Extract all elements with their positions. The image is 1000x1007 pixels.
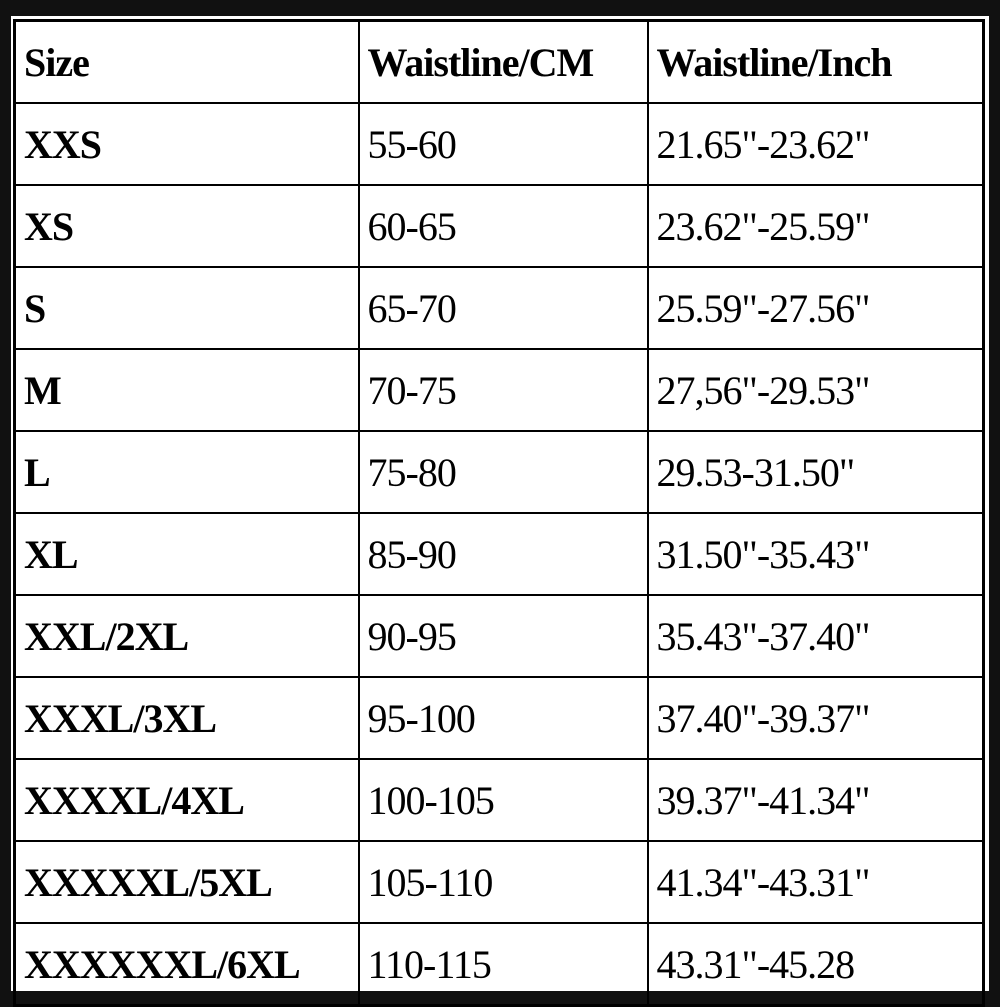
size-cell: XXXXXXL/6XL: [13, 922, 360, 1007]
waist-cm-cell: 105-110: [357, 840, 649, 924]
header-text: Size: [24, 39, 90, 85]
cell-text: 95-100: [367, 695, 476, 741]
table-row: S 65-70 25.59"-27.56": [13, 266, 985, 350]
waist-cm-cell: 75-80: [357, 430, 649, 514]
waist-inch-cell: 37.40"-39.37": [646, 676, 985, 760]
header-row: Size Waistline/CM Waistline/Inch: [13, 19, 985, 104]
waist-inch-cell: 31.50"-35.43": [646, 512, 985, 596]
header-waist-inch: Waistline/Inch: [646, 19, 985, 104]
waist-inch-cell: 23.62"-25.59": [646, 184, 985, 268]
waist-inch-cell: 35.43"-37.40": [646, 594, 985, 678]
cell-text: 41.34"-43.31": [656, 859, 871, 905]
size-cell: XXL/2XL: [13, 594, 360, 678]
waist-inch-cell: 43.31"-45.28: [646, 922, 985, 1007]
cell-text: 31.50"-35.43": [656, 531, 871, 577]
cell-text: XXS: [24, 121, 102, 167]
cell-text: L: [24, 449, 51, 495]
size-cell: XXXXL/4XL: [13, 758, 360, 842]
cell-text: XXXL/3XL: [24, 695, 217, 741]
size-cell: XXS: [13, 102, 360, 186]
header-text: Waistline/CM: [367, 39, 595, 85]
size-chart-table: Size Waistline/CM Waistline/Inch XXS 55-6…: [13, 19, 985, 1007]
cell-text: M: [24, 367, 62, 413]
table-row: XXL/2XL 90-95 35.43"-37.40": [13, 594, 985, 678]
table-row: XXXXL/4XL 100-105 39.37"-41.34": [13, 758, 985, 842]
waist-cm-cell: 65-70: [357, 266, 649, 350]
cell-text: 105-110: [367, 859, 494, 905]
cell-text: XXXXL/4XL: [24, 777, 245, 823]
cell-text: 37.40"-39.37": [656, 695, 871, 741]
table-row: XXXL/3XL 95-100 37.40"-39.37": [13, 676, 985, 760]
waist-inch-cell: 25.59"-27.56": [646, 266, 985, 350]
table-row: XL 85-90 31.50"-35.43": [13, 512, 985, 596]
header-waist-cm: Waistline/CM: [357, 19, 649, 104]
table-row: XXXXXL/5XL 105-110 41.34"-43.31": [13, 840, 985, 924]
size-cell: XS: [13, 184, 360, 268]
table-row: L 75-80 29.53-31.50": [13, 430, 985, 514]
header-size: Size: [13, 19, 360, 104]
cell-text: 110-115: [367, 941, 492, 987]
waist-inch-cell: 41.34"-43.31": [646, 840, 985, 924]
waist-cm-cell: 55-60: [357, 102, 649, 186]
size-cell: L: [13, 430, 360, 514]
waist-cm-cell: 100-105: [357, 758, 649, 842]
cell-text: S: [24, 285, 46, 331]
cell-text: 23.62"-25.59": [656, 203, 871, 249]
waist-cm-cell: 70-75: [357, 348, 649, 432]
waist-cm-cell: 90-95: [357, 594, 649, 678]
cell-text: 75-80: [367, 449, 457, 495]
size-cell: XXXXXL/5XL: [13, 840, 360, 924]
cell-text: 90-95: [367, 613, 457, 659]
cell-text: 39.37"-41.34": [656, 777, 871, 823]
cell-text: XXL/2XL: [24, 613, 189, 659]
size-cell: S: [13, 266, 360, 350]
size-cell: XXXL/3XL: [13, 676, 360, 760]
cell-text: 100-105: [367, 777, 495, 823]
cell-text: XL: [24, 531, 79, 577]
cell-text: XXXXXXL/6XL: [24, 941, 301, 987]
cell-text: 65-70: [367, 285, 457, 331]
cell-text: 29.53-31.50": [656, 449, 856, 495]
cell-text: 35.43"-37.40": [656, 613, 871, 659]
waist-cm-cell: 95-100: [357, 676, 649, 760]
header-text: Waistline/Inch: [656, 39, 893, 85]
table-row: M 70-75 27,56"-29.53": [13, 348, 985, 432]
table-row: XXS 55-60 21.65"-23.62": [13, 102, 985, 186]
cell-text: 60-65: [367, 203, 457, 249]
cell-text: 85-90: [367, 531, 457, 577]
cell-text: 43.31"-45.28: [656, 941, 856, 987]
waist-inch-cell: 39.37"-41.34": [646, 758, 985, 842]
waist-inch-cell: 29.53-31.50": [646, 430, 985, 514]
size-cell: XL: [13, 512, 360, 596]
cell-text: 27,56"-29.53": [656, 367, 871, 413]
waist-cm-cell: 60-65: [357, 184, 649, 268]
size-cell: M: [13, 348, 360, 432]
cell-text: 55-60: [367, 121, 457, 167]
cell-text: XXXXXL/5XL: [24, 859, 273, 905]
cell-text: 25.59"-27.56": [656, 285, 871, 331]
waist-inch-cell: 21.65"-23.62": [646, 102, 985, 186]
waist-inch-cell: 27,56"-29.53": [646, 348, 985, 432]
waist-cm-cell: 110-115: [357, 922, 649, 1007]
table-row: XXXXXXL/6XL 110-115 43.31"-45.28: [13, 922, 985, 1007]
cell-text: XS: [24, 203, 74, 249]
cell-text: 70-75: [367, 367, 457, 413]
cell-text: 21.65"-23.62": [656, 121, 871, 167]
waist-cm-cell: 85-90: [357, 512, 649, 596]
table-row: XS 60-65 23.62"-25.59": [13, 184, 985, 268]
